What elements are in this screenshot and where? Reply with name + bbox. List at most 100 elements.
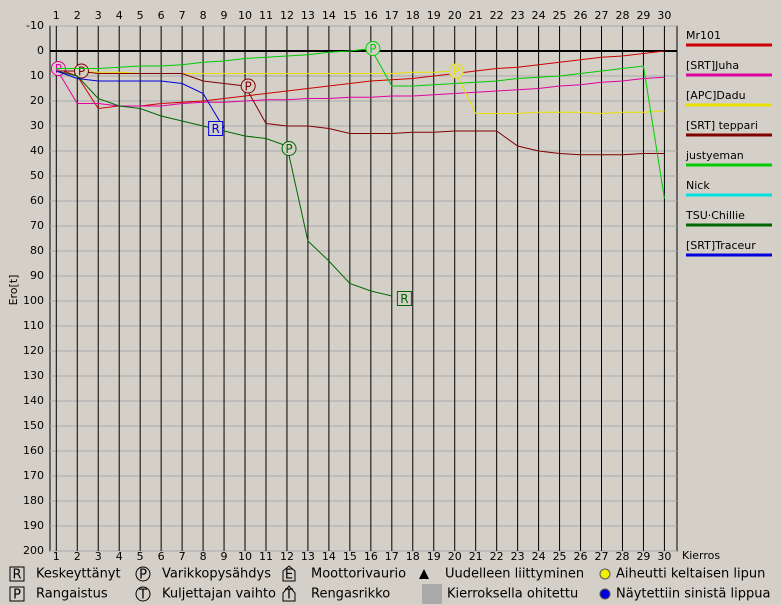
y-tick-label: 40 bbox=[30, 144, 44, 157]
x-tick-label: 12 bbox=[280, 550, 294, 563]
marker-label: P bbox=[245, 80, 252, 94]
legend-label: Nick bbox=[686, 179, 710, 192]
legend-symbol bbox=[135, 566, 151, 582]
x-tick-label: 23 bbox=[511, 9, 525, 22]
y-tick-label: 50 bbox=[30, 169, 44, 182]
legend-symbol bbox=[599, 588, 611, 600]
legend-label: Näytettiin sinistä lippua bbox=[616, 587, 770, 602]
legend-label: Keskeyttänyt bbox=[36, 567, 121, 582]
y-tick-label: 170 bbox=[23, 469, 44, 482]
legend-label: [APC]Dadu bbox=[686, 89, 746, 102]
marker bbox=[448, 63, 464, 79]
x-tick-label: 20 bbox=[448, 9, 462, 22]
marker-label: P bbox=[78, 65, 85, 79]
y-tick-label: 190 bbox=[23, 519, 44, 532]
series-line bbox=[56, 70, 225, 129]
legend-label: justyeman bbox=[685, 149, 744, 162]
x-tick-label: 26 bbox=[574, 550, 588, 563]
x-tick-label: 4 bbox=[116, 550, 123, 563]
marker-label: P bbox=[369, 42, 376, 56]
x-tick-label: 5 bbox=[137, 550, 144, 563]
x-tick-label: 1 bbox=[53, 550, 60, 563]
legend-symbol-letter: R bbox=[12, 568, 21, 583]
x-tick-label: 3 bbox=[95, 550, 102, 563]
x-tick-label: 1 bbox=[53, 9, 60, 22]
y-tick-label: 30 bbox=[30, 119, 44, 132]
y-tick-label: 130 bbox=[23, 369, 44, 382]
symbol-legend: R Keskeyttänyt P Varikkopysähdys E Moottoriva… bbox=[9, 565, 770, 604]
x-tick-label: 29 bbox=[636, 9, 650, 22]
series-line bbox=[55, 68, 665, 107]
x-tick-label: 15 bbox=[343, 9, 357, 22]
legend-symbol bbox=[419, 569, 429, 579]
x-tick-label: 10 bbox=[238, 9, 252, 22]
y-tick-label: 160 bbox=[23, 444, 44, 457]
x-tick-label: 9 bbox=[221, 9, 228, 22]
x-tick-label: 15 bbox=[343, 550, 357, 563]
x-tick-label: 19 bbox=[427, 9, 441, 22]
marker-label: P bbox=[453, 65, 460, 79]
legend-symbol bbox=[282, 565, 296, 582]
y-tick-label: 120 bbox=[23, 344, 44, 357]
x-tick-label: 27 bbox=[595, 550, 609, 563]
legend-symbol bbox=[135, 586, 151, 602]
legend-label: [SRT]Juha bbox=[686, 59, 739, 72]
x-tick-label: 6 bbox=[158, 9, 165, 22]
y-tick-label: -10 bbox=[26, 19, 44, 32]
x-tick-label: 24 bbox=[532, 550, 546, 563]
x-tick-label: 14 bbox=[322, 9, 336, 22]
legend-label: Varikkopysähdys bbox=[162, 567, 271, 582]
x-tick-label: 16 bbox=[364, 9, 378, 22]
legend-label: Kuljettajan vaihto bbox=[162, 587, 276, 602]
y-tick-label: 20 bbox=[30, 94, 44, 107]
series-legend: Mr101 [SRT]Juha [APC]Dadu [SRT] teppari just… bbox=[685, 29, 772, 257]
y-tick-label: 80 bbox=[30, 244, 44, 257]
marker bbox=[365, 41, 381, 56]
x-tick-label: 4 bbox=[116, 9, 123, 22]
marker-label: P bbox=[285, 142, 292, 156]
marker-label: R bbox=[400, 292, 408, 306]
legend-label: Rangaistus bbox=[36, 587, 108, 602]
legend-label: Moottorivaurio bbox=[311, 567, 406, 582]
legend-symbol-letter: T bbox=[138, 588, 147, 603]
legend-label: [SRT] teppari bbox=[686, 119, 758, 132]
x-tick-label: 29 bbox=[636, 550, 650, 563]
y-tick-label: 140 bbox=[23, 394, 44, 407]
x-tick-label: 18 bbox=[406, 9, 420, 22]
marker bbox=[208, 121, 224, 136]
marker bbox=[240, 78, 256, 94]
legend-symbol-letter: P bbox=[13, 588, 21, 603]
x-tick-label: 27 bbox=[595, 9, 609, 22]
y-tick-label: 10 bbox=[30, 69, 44, 82]
marker-label: R bbox=[211, 122, 219, 136]
x-tick-label: 25 bbox=[553, 9, 567, 22]
x-tick-label: 13 bbox=[301, 9, 315, 22]
y-tick-label: 90 bbox=[30, 269, 44, 282]
legend-symbol-letter: E bbox=[285, 568, 293, 583]
x-tick-label: 24 bbox=[532, 9, 546, 22]
x-tick-label: 17 bbox=[385, 550, 399, 563]
series-line bbox=[56, 70, 392, 297]
legend-label: Mr101 bbox=[686, 29, 721, 42]
legend-symbol bbox=[282, 585, 296, 602]
legend-symbol bbox=[422, 584, 442, 604]
x-tick-label: 30 bbox=[657, 550, 671, 563]
x-tick-label: 7 bbox=[179, 550, 186, 563]
y-tick-label: 200 bbox=[23, 544, 44, 557]
legend-label: Kierroksella ohitettu bbox=[447, 587, 578, 602]
legend-symbol-letter: P bbox=[139, 568, 147, 583]
x-tick-label: 5 bbox=[137, 9, 144, 22]
y-tick-label: 100 bbox=[23, 294, 44, 307]
x-tick-label: 23 bbox=[511, 550, 525, 563]
x-tick-label: 22 bbox=[490, 9, 504, 22]
x-tick-label: 2 bbox=[74, 9, 81, 22]
legend-label: Rengasrikko bbox=[311, 587, 390, 602]
x-tick-label: 7 bbox=[179, 9, 186, 22]
x-tick-label: 9 bbox=[221, 550, 228, 563]
x-tick-label: 22 bbox=[490, 550, 504, 563]
x-tick-label: 21 bbox=[469, 9, 483, 22]
y-tick-label: 70 bbox=[30, 219, 44, 232]
y-axis-label: Ero[t] bbox=[7, 275, 20, 306]
